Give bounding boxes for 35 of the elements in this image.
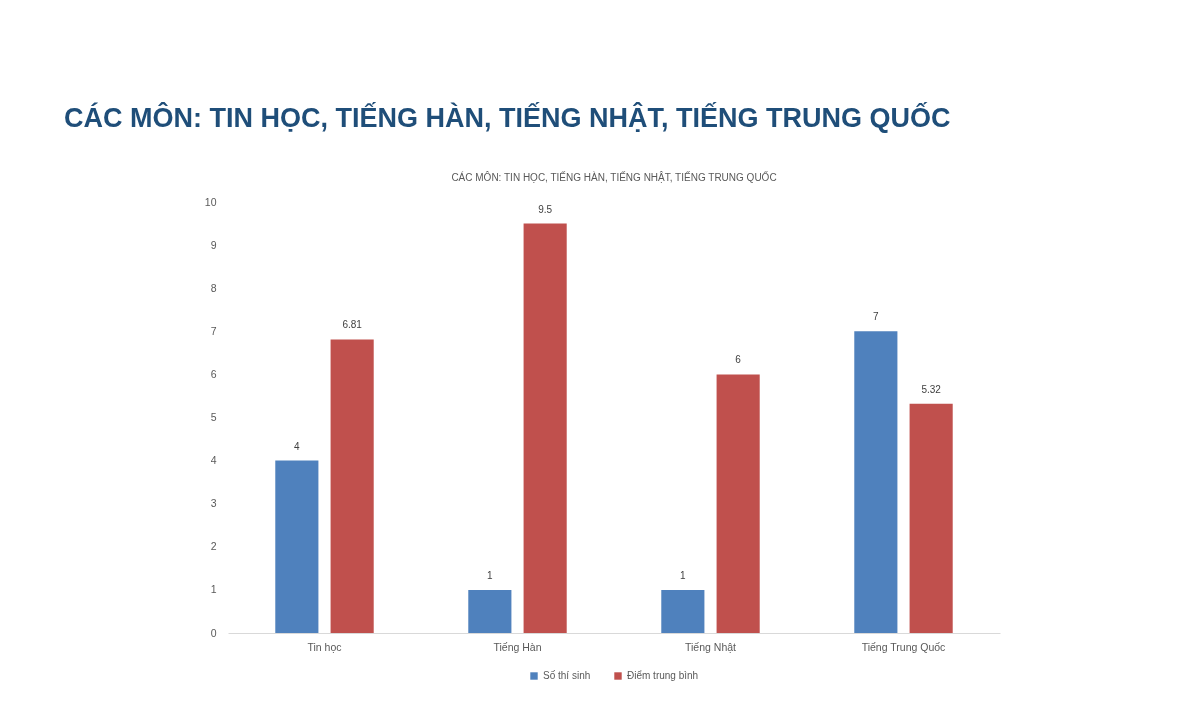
bar: [909, 403, 953, 633]
bar: [468, 589, 512, 633]
y-tick-label: 7: [210, 324, 217, 337]
bar: [854, 331, 898, 633]
data-label: 1: [487, 569, 494, 581]
data-label: 5.32: [921, 383, 942, 395]
data-label: 1: [680, 569, 687, 581]
legend-label: Điểm trung bình: [627, 670, 699, 681]
x-tick-label: Tiếng Trung Quốc: [861, 640, 946, 653]
y-tick-label: 1: [210, 583, 217, 596]
x-tick-label: Tin học: [307, 640, 342, 653]
y-tick-label: 3: [210, 497, 217, 510]
chart-subtitle: CÁC MÔN: TIN HỌC, TIẾNG HÀN, TIẾNG NHẬT, TIẾNG TRUNG QUỐC: [451, 170, 777, 183]
y-tick-label: 10: [204, 195, 217, 208]
data-label: 4: [294, 440, 301, 452]
data-label: 6: [735, 354, 742, 366]
legend-label: Số thí sinh: [543, 670, 591, 681]
bar: [523, 223, 567, 633]
y-tick-label: 6: [210, 367, 217, 380]
chart-title: CÁC MÔN: TIN HỌC, TIẾNG HÀN, TIẾNG NHẬT, TIẾNG TRUNG QUỐC: [64, 102, 951, 135]
y-tick-label: 0: [210, 626, 217, 639]
data-label: 9.5: [538, 203, 553, 215]
y-tick-label: 8: [210, 281, 217, 294]
x-tick-label: Tiếng Hàn: [493, 640, 542, 653]
bar: [661, 589, 705, 633]
bar: [275, 460, 319, 633]
x-tick-label: Tiếng Nhật: [685, 640, 737, 653]
y-tick-label: 2: [210, 540, 217, 553]
data-label: 6.81: [342, 319, 363, 331]
y-tick-label: 5: [210, 411, 217, 423]
bar: [716, 374, 760, 633]
data-label: 7: [873, 311, 880, 323]
y-tick-label: 4: [210, 454, 217, 467]
y-tick-label: 9: [210, 238, 217, 251]
bar: [330, 339, 374, 633]
